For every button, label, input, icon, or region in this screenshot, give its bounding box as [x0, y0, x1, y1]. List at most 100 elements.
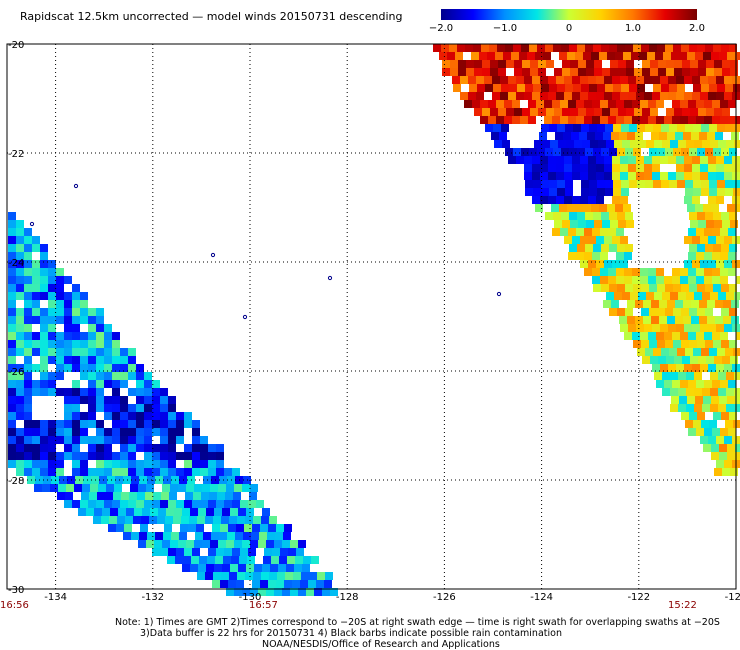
wind-cell [645, 124, 653, 132]
wind-cell [492, 92, 500, 100]
wind-cell [240, 500, 248, 508]
wind-cell [231, 556, 239, 564]
wind-cell [689, 44, 697, 52]
wind-cell [640, 268, 648, 276]
wind-cell [719, 52, 727, 60]
wind-cell [16, 268, 24, 276]
wind-cell [496, 100, 504, 108]
wind-cell [728, 380, 736, 388]
wind-cell [734, 292, 740, 300]
wind-cell [505, 44, 513, 52]
wind-cell [709, 188, 717, 196]
wind-cell [694, 372, 702, 380]
wind-cell [168, 468, 176, 476]
wind-cell [105, 492, 113, 500]
wind-cell [190, 564, 198, 572]
wind-cell [644, 164, 652, 172]
wind-cell [101, 516, 109, 524]
wind-cell [698, 356, 706, 364]
wind-cell [669, 348, 677, 356]
wind-cell [64, 420, 72, 428]
wind-cell [276, 524, 284, 532]
wind-cell [727, 396, 735, 404]
wind-cell [136, 500, 144, 508]
wind-cell [554, 68, 562, 76]
wind-cell [104, 412, 112, 420]
wind-cell [699, 316, 707, 324]
wind-cell [24, 444, 32, 452]
wind-cell [697, 148, 705, 156]
wind-cell [684, 196, 692, 204]
wind-cell [32, 236, 40, 244]
wind-cell [705, 244, 713, 252]
wind-cell [609, 244, 617, 252]
wind-cell [96, 340, 104, 348]
wind-cell [533, 188, 541, 196]
wind-cell [223, 556, 231, 564]
wind-cell [220, 580, 228, 588]
wind-cell [98, 484, 106, 492]
latitude-label: -26 [8, 367, 24, 378]
wind-cell [40, 428, 48, 436]
wind-cell [16, 348, 24, 356]
wind-cell [657, 284, 665, 292]
wind-cell [40, 388, 48, 396]
wind-cell [725, 84, 733, 92]
wind-cell [580, 172, 588, 180]
wind-cell [185, 492, 193, 500]
wind-cell [112, 436, 120, 444]
wind-cell [259, 532, 267, 540]
wind-cell [80, 396, 88, 404]
wind-cell [684, 164, 692, 172]
wind-cell [607, 52, 615, 60]
wind-cell [152, 388, 160, 396]
wind-cell [202, 484, 210, 492]
wind-cell [649, 148, 657, 156]
wind-cell [639, 52, 647, 60]
wind-cell [522, 60, 530, 68]
wind-cell [701, 420, 709, 428]
wind-cell [24, 460, 32, 468]
wind-cell [716, 460, 724, 468]
wind-cell [533, 84, 541, 92]
latitude-label: -30 [8, 585, 24, 596]
wind-cell [701, 124, 709, 132]
wind-cell [562, 220, 570, 228]
wind-cell [24, 340, 32, 348]
wind-cell [48, 428, 56, 436]
wind-cell [200, 468, 208, 476]
wind-cell [713, 148, 721, 156]
wind-cell [175, 556, 183, 564]
wind-cell [206, 564, 214, 572]
wind-cell [514, 68, 522, 76]
wind-cell [136, 428, 144, 436]
wind-cell [56, 284, 64, 292]
wind-cell [593, 212, 601, 220]
wind-cell [556, 164, 564, 172]
wind-cell [144, 380, 152, 388]
wind-cell [144, 500, 152, 508]
wind-cell [548, 76, 556, 84]
wind-cell [472, 100, 480, 108]
wind-cell [672, 276, 680, 284]
wind-cell [624, 116, 632, 124]
wind-cell [712, 268, 720, 276]
wind-cell [24, 404, 32, 412]
wind-cell [688, 116, 696, 124]
wind-cell [224, 548, 232, 556]
wind-cell [690, 220, 698, 228]
wind-cell [80, 356, 88, 364]
wind-cell [729, 148, 737, 156]
wind-cell [120, 420, 128, 428]
wind-cell [88, 372, 96, 380]
wind-cell [720, 268, 728, 276]
wind-cell [725, 348, 733, 356]
wind-cell [144, 388, 152, 396]
wind-cell [16, 436, 24, 444]
wind-cell [166, 508, 174, 516]
wind-cell [597, 84, 605, 92]
wind-cell [596, 92, 604, 100]
wind-cell [210, 484, 218, 492]
wind-cell [541, 84, 549, 92]
wind-cell [640, 332, 648, 340]
